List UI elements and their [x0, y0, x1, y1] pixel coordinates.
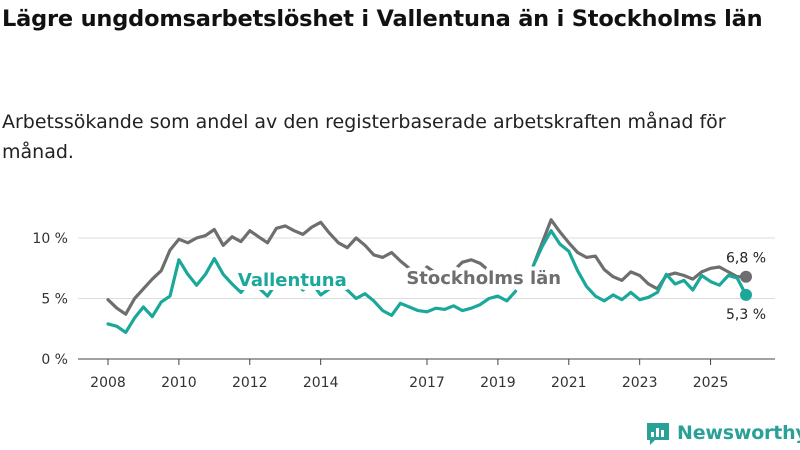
stockholm-end-point — [740, 270, 752, 283]
stockholm-end-label: 6,8 % — [726, 251, 766, 267]
newsworthy-logo-icon — [647, 423, 669, 445]
x-tick-label: 2023 — [622, 375, 658, 391]
stockholm-line — [106, 218, 748, 316]
x-tick-label: 2019 — [480, 375, 516, 391]
x-tick-label: 2021 — [551, 375, 587, 391]
newsworthy-logo: Newsworthy — [645, 420, 800, 446]
vallentuna-series-label-halo: Vallentuna — [238, 270, 347, 291]
chart-title: Lägre ungdomsarbetslöshet i Vallentuna ä… — [2, 6, 763, 32]
x-axis: 2008 2010 2012 2014 2017 2019 2021 2023 2025 — [90, 359, 728, 391]
y-axis: 0 % 5 % 10 % — [32, 231, 68, 368]
x-tick-label: 2010 — [161, 375, 197, 391]
vallentuna-end-label: 5,3 % — [726, 307, 766, 323]
stockholm-series-label: Stockholms län — [406, 268, 561, 289]
vallentuna-line — [106, 229, 748, 334]
x-tick-label: 2014 — [303, 375, 339, 391]
newsworthy-logo-text: Newsworthy — [677, 422, 800, 444]
grid-lines — [78, 237, 775, 360]
x-tick-label: 2008 — [90, 375, 126, 391]
x-tick-label: 2012 — [232, 375, 268, 391]
x-tick-label: 2025 — [693, 375, 729, 391]
y-tick-label: 0 % — [41, 352, 68, 368]
vallentuna-end-point — [740, 288, 752, 301]
vallentuna-series-label: Vallentuna — [238, 270, 347, 291]
series-lines — [106, 218, 752, 334]
y-tick-label: 10 % — [32, 231, 68, 247]
y-tick-label: 5 % — [41, 292, 68, 308]
stockholm-series-label-halo: Stockholms län — [406, 268, 561, 289]
x-tick-label: 2017 — [409, 375, 445, 391]
chart-subtitle: Arbetssökande som andel av den registerb… — [2, 111, 726, 163]
